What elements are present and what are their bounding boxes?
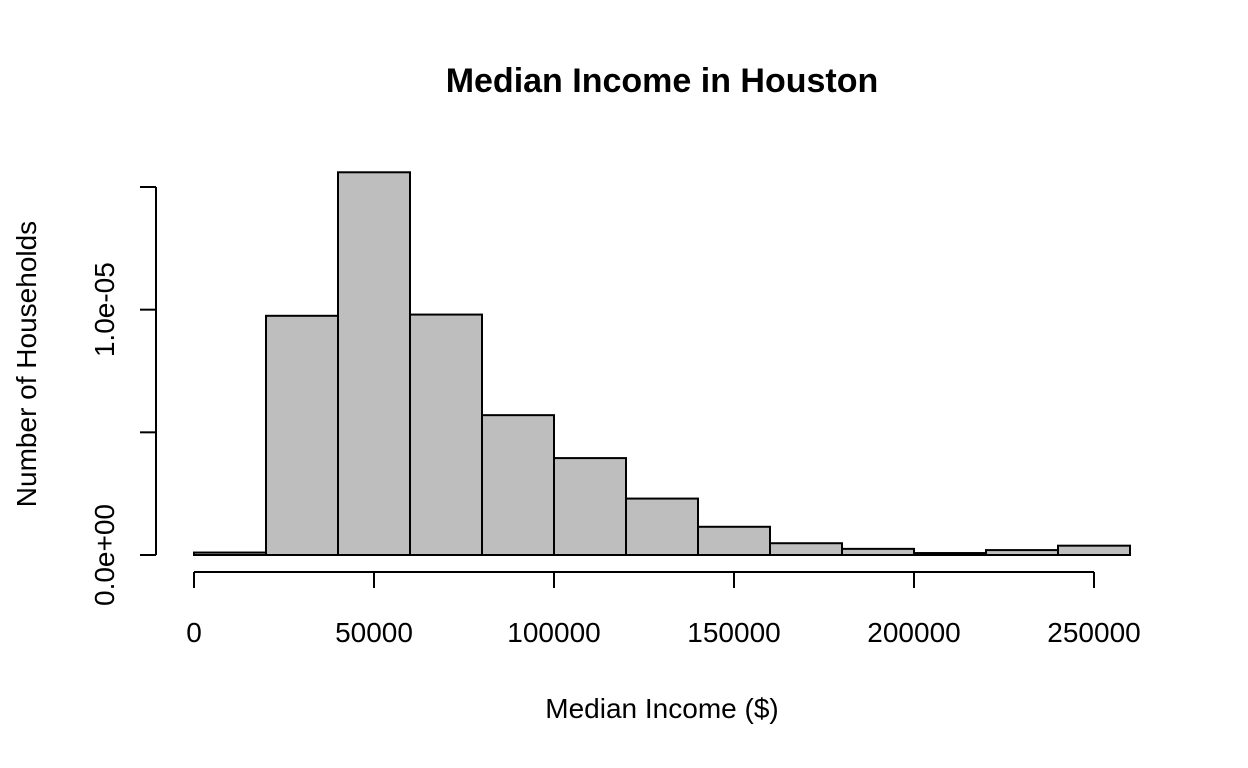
histogram-bar	[841, 547, 915, 556]
histogram-bar	[553, 457, 627, 556]
histogram-bar	[769, 542, 843, 556]
y-axis: 0.0e+00 1.0e-05	[89, 186, 157, 606]
x-tick-label: 250000	[1047, 617, 1140, 648]
histogram-bar	[913, 552, 987, 557]
histogram-bar	[985, 549, 1059, 556]
x-axis: 0 50000 100000 150000 200000 250000	[186, 571, 1141, 648]
y-tick-label: 1.0e-05	[89, 262, 120, 357]
x-tick-label: 200000	[867, 617, 960, 648]
bars-group	[193, 171, 1131, 557]
histogram-bar	[337, 171, 411, 556]
histogram-bar	[409, 313, 483, 556]
y-axis-label: Number of Households	[11, 221, 42, 507]
histogram-bar	[1057, 544, 1131, 556]
x-axis-label: Median Income ($)	[545, 693, 778, 724]
x-tick-label: 0	[186, 617, 202, 648]
histogram-bar	[625, 497, 699, 556]
x-tick-label: 100000	[507, 617, 600, 648]
x-tick-label: 50000	[335, 617, 413, 648]
y-tick-label: 0.0e+00	[89, 504, 120, 606]
histogram-bar	[265, 314, 339, 556]
x-tick-label: 150000	[687, 617, 780, 648]
histogram-bar	[193, 551, 267, 557]
histogram-bar	[481, 414, 555, 556]
histogram-bar	[697, 525, 771, 557]
chart-title: Median Income in Houston	[446, 62, 879, 100]
